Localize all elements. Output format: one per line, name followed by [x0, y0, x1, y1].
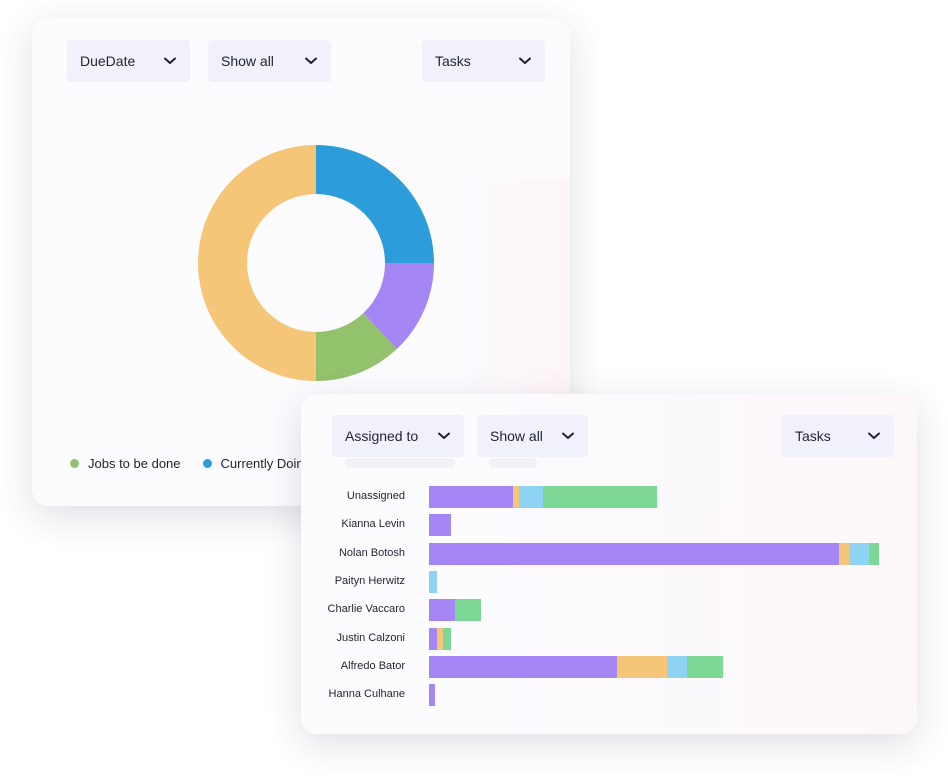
bar-segment-1 [437, 627, 443, 650]
bar-category-label: Kianna Levin [341, 518, 405, 531]
bar-segment-0 [429, 514, 451, 537]
bar-category-label: Nolan Botosh [338, 546, 405, 559]
bar-segment-2 [519, 486, 543, 508]
bar-category-label: Alfredo Bator [340, 659, 405, 672]
bar-segment-3 [443, 627, 451, 650]
tasks-dropdown[interactable]: Tasks [422, 40, 545, 82]
bar-segment-0 [429, 486, 513, 508]
donut-slice-3 [198, 145, 316, 381]
legend-dot-blue [202, 459, 212, 468]
dropdown-label: Show all [221, 53, 274, 69]
donut-slice-1 [363, 263, 434, 350]
legend-item-jobs-to-be-done: Jobs to be done [70, 456, 181, 471]
faded-legend-placeholder [489, 458, 537, 468]
legend-label: Currently Doing [220, 456, 311, 471]
bar-segment-3 [869, 542, 879, 565]
donut-slice-2 [316, 313, 397, 381]
bar-segment-3 [543, 486, 657, 508]
donut-legend: Jobs to be done Currently Doing [70, 456, 333, 471]
bar-category-label: Charlie Vaccaro [327, 603, 405, 616]
bar-chart-card: Assigned to Show all Tasks Unassigned Kia… [301, 394, 917, 734]
faded-legend-placeholder [345, 458, 455, 468]
bar-segment-1 [617, 655, 667, 678]
tasks-dropdown-2[interactable]: Tasks [782, 415, 894, 457]
dropdown-label: Tasks [795, 428, 831, 444]
chevron-down-icon [164, 57, 176, 64]
donut-chart [198, 145, 434, 381]
bar-segment-0 [429, 655, 617, 678]
legend-item-currently-doing: Currently Doing [202, 456, 311, 471]
chevron-down-icon [305, 57, 317, 64]
bar-segment-0 [429, 684, 435, 707]
stacked-bar-chart: Unassigned Kianna Levin Nolan Botosh Paityn… [301, 394, 917, 734]
bar-category-label: Paityn Herwitz [334, 574, 405, 587]
bar-segment-0 [429, 542, 839, 565]
bar-category-label: Justin Calzoni [336, 631, 405, 644]
dropdown-label: Assigned to [345, 428, 419, 444]
bar-segment-1 [513, 486, 519, 508]
chevron-down-icon [868, 432, 880, 439]
bar-segment-3 [687, 655, 723, 678]
dropdown-label: Show all [490, 428, 543, 444]
bar-segment-2 [849, 542, 869, 565]
bar-category-label: Unassigned [346, 490, 405, 502]
legend-dot-green [70, 459, 79, 468]
show-all-dropdown[interactable]: Show all [208, 40, 331, 82]
dropdown-label: Tasks [435, 53, 471, 69]
bar-segment-2 [429, 570, 437, 593]
bar-segment-0 [429, 627, 437, 650]
duedate-dropdown[interactable]: DueDate [67, 40, 190, 82]
chevron-down-icon [519, 57, 531, 64]
assigned-to-dropdown[interactable]: Assigned to [332, 415, 464, 457]
bar-segment-2 [667, 655, 687, 678]
bar-segment-0 [429, 599, 455, 622]
legend-label: Jobs to be done [88, 456, 181, 471]
chevron-down-icon [562, 432, 574, 439]
bar-segment-1 [839, 542, 849, 565]
bar-category-label: Hanna Culhane [328, 688, 405, 701]
dropdown-label: DueDate [80, 53, 136, 69]
show-all-dropdown-2[interactable]: Show all [477, 415, 588, 457]
donut-slice-0 [316, 145, 434, 263]
bar-segment-3 [455, 599, 481, 622]
chevron-down-icon [438, 432, 450, 439]
